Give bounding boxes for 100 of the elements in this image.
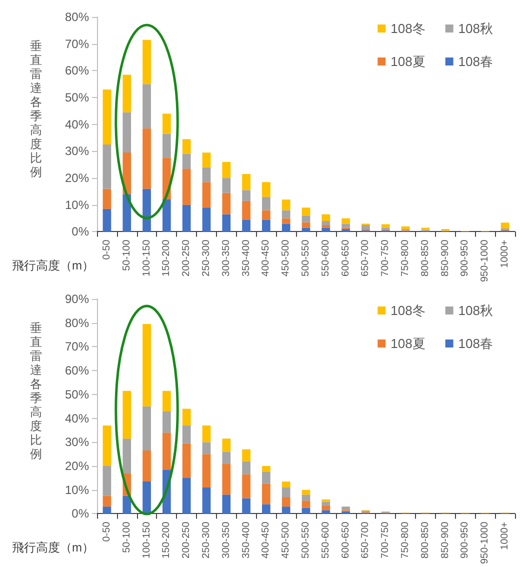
y-tick-label: 10% (64, 198, 90, 212)
bar (302, 500, 310, 508)
bar (102, 496, 112, 507)
bar (182, 425, 191, 444)
bar (322, 228, 330, 232)
bar (182, 154, 191, 169)
x-axis-title: 飛行高度（m） (12, 540, 94, 555)
bar (102, 144, 112, 189)
x-tick-label: 50-100 (121, 239, 132, 271)
y-tick-label: 60% (64, 364, 90, 378)
x-tick-label: 500-550 (300, 521, 312, 558)
bar (242, 190, 250, 201)
bar (102, 188, 112, 209)
x-tick-label: 150-200 (161, 239, 172, 276)
bar (102, 208, 112, 232)
y-tick-label: 50% (64, 387, 90, 402)
y-tick-label: 30% (64, 435, 90, 450)
bar (302, 228, 310, 232)
bar (242, 461, 250, 474)
x-tick-label: 250-300 (200, 521, 212, 558)
x-tick-label: 450-500 (280, 521, 292, 558)
bar (242, 174, 250, 190)
bar (142, 188, 151, 232)
bar (342, 506, 350, 510)
y-tick-label: 10% (64, 482, 90, 497)
bar (302, 208, 310, 216)
x-tick-label: 550-600 (320, 239, 332, 276)
bar (262, 196, 270, 210)
y-tick-label: 0% (72, 224, 90, 239)
bar (182, 204, 191, 232)
bar (282, 200, 290, 210)
bar (102, 425, 112, 466)
bar (222, 438, 231, 452)
bar (162, 114, 171, 134)
bar (142, 406, 151, 451)
bar (242, 449, 250, 462)
bar (202, 454, 211, 488)
bar (122, 74, 132, 112)
bar (202, 487, 211, 514)
x-tick-label: 750-800 (400, 239, 412, 276)
bar (302, 494, 310, 501)
bar (242, 474, 250, 498)
bar (362, 225, 370, 230)
bar (182, 139, 191, 154)
x-tick-label: 200-250 (181, 521, 192, 558)
y-tick-label: 60% (64, 64, 90, 78)
bar (322, 221, 330, 226)
bar (122, 112, 132, 153)
x-tick-label: 300-350 (220, 239, 232, 276)
x-tick-label: 350-400 (240, 521, 252, 558)
y-tick-label: 40% (64, 117, 90, 132)
y-tick-label: 0% (72, 506, 90, 521)
x-tick-label: 600-650 (340, 239, 352, 276)
bar (222, 178, 231, 193)
legend-label: 108夏 (390, 336, 426, 351)
bar (282, 224, 290, 232)
bar (102, 89, 112, 144)
bar (202, 182, 211, 208)
bar (182, 478, 191, 514)
bar (282, 497, 290, 507)
bar (122, 152, 132, 194)
bar (202, 167, 211, 182)
bar (282, 487, 290, 498)
bar (102, 466, 112, 496)
x-tick-label: 100-150 (141, 521, 152, 558)
bar (142, 450, 151, 482)
y-tick-label: 80% (64, 316, 90, 330)
text: 垂直雷達各季高度比例 (30, 39, 42, 179)
legend-label: 108夏 (390, 54, 426, 69)
bar (322, 499, 330, 502)
bar (102, 506, 112, 514)
x-tick-label: 350-400 (240, 239, 252, 276)
x-tick-label: 1000+ (500, 522, 511, 550)
x-tick-label: 550-600 (320, 521, 332, 558)
y-tick-label: 30% (64, 144, 90, 158)
bar (202, 425, 211, 442)
x-tick-label: 400-450 (260, 239, 272, 276)
x-tick-label: 1000+ (500, 240, 511, 268)
x-tick-label: 450-500 (280, 239, 292, 276)
bar (381, 224, 390, 228)
legend-label: 108春 (458, 54, 494, 69)
bar (262, 504, 270, 514)
bar (142, 128, 151, 189)
x-tick-label: 850-900 (440, 521, 451, 558)
bar (222, 494, 231, 514)
bar (222, 452, 231, 464)
bar (262, 210, 270, 220)
bar (142, 324, 151, 406)
bar (182, 408, 191, 426)
x-tick-label: 700-750 (380, 239, 392, 276)
bar (282, 218, 290, 224)
bar (302, 216, 310, 222)
x-tick-label: 400-450 (260, 521, 272, 558)
bar (302, 490, 310, 495)
bar (282, 506, 290, 514)
x-tick-label: 800-850 (420, 521, 431, 558)
bar (262, 472, 270, 484)
bar (222, 162, 231, 178)
x-tick-label: 500-550 (300, 239, 312, 276)
x-tick-label: 900-950 (460, 239, 471, 276)
